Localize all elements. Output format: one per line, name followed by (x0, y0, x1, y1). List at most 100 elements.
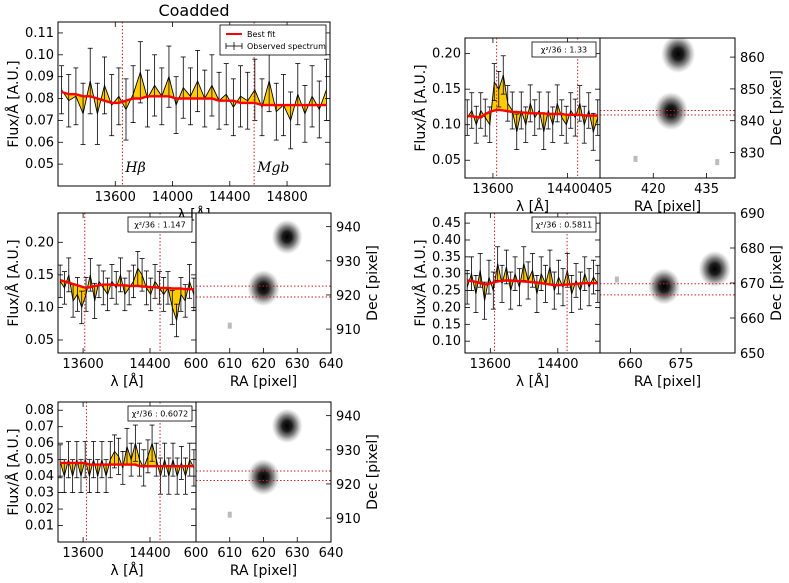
y-tick-label: 0.05 (432, 153, 461, 168)
dec-axis-label: Dec [pixel] (365, 434, 381, 510)
y-tick-label: 920 (336, 478, 361, 493)
legend-box (219, 24, 327, 56)
y-axis-label: Flux/Å [A.U.] (5, 60, 22, 147)
spectrum-panel-obj3: 13600 14400 0.10 0.15 0.200.25 0.30 0.35 0.40 0.… (412, 212, 601, 390)
image-frame (599, 37, 736, 179)
y-tick-label: 0.11 (25, 26, 54, 41)
x-tick-label: 13600 (95, 190, 136, 205)
y-axis-label: Flux/Å [A.U.] (412, 64, 429, 151)
y-tick-label: 0.01 (25, 519, 54, 534)
y-tick-label: 940 (336, 410, 361, 425)
ra-axis-label: RA [pixel] (634, 199, 701, 215)
residual-fill (467, 75, 598, 132)
x-tick-label: 640 (319, 546, 344, 561)
error-bar (323, 58, 329, 121)
image-panel: 660 675 650 660 670 680 690 RA [pixel] Dec [pixe… (599, 207, 785, 390)
y-tick-label: 660 (740, 312, 765, 327)
y-tick-label: 0.08 (25, 92, 54, 107)
x-tick-label: 14800 (266, 190, 307, 205)
best-fit-line (61, 90, 327, 107)
error-bar (595, 264, 600, 303)
y-tick-label: 0.09 (25, 70, 54, 85)
chi-square-box (531, 216, 597, 233)
plot-area (465, 213, 600, 353)
x-axis-label: λ [Å] (110, 373, 143, 390)
image-area (196, 402, 331, 542)
image-area (600, 213, 735, 353)
x-tick-label: 620 (251, 357, 276, 372)
x-tick-label: 13600 (472, 182, 513, 197)
x-tick-label: 610 (217, 546, 242, 561)
spectrum-panel-obj4: 13600 14400 0.01 0.020.03 0.040.05 0.060.07 0.… (5, 401, 197, 579)
y-tick-label: 860 (740, 51, 765, 66)
plot-area (58, 402, 196, 542)
y-tick-label: 910 (336, 512, 361, 527)
error-bar (465, 269, 470, 305)
x-tick-label: 405 (588, 182, 613, 197)
y-tick-label: 0.20 (25, 235, 54, 250)
source-blob (271, 218, 304, 255)
y-tick-label: 0.15 (432, 317, 461, 332)
y-tick-label: 0.02 (25, 502, 54, 517)
chi-square-label: χ²/36 : 1.33 (541, 46, 587, 55)
best-fit-line (467, 279, 598, 287)
x-tick-label: 640 (319, 357, 344, 372)
ra-axis-label: RA [pixel] (230, 563, 297, 579)
source-blob (660, 38, 696, 74)
x-tick-label: 620 (251, 546, 276, 561)
noise-pixel (227, 511, 232, 518)
observed-spectrum-line (466, 263, 599, 301)
image-area (600, 38, 735, 178)
image-panel: 600 610 620 630 640 910 920 930 940 RA [pixel] Dec… (184, 212, 381, 390)
residual-fill (61, 72, 327, 121)
x-tick-label: 14400 (537, 357, 578, 372)
y-tick-label: 0.25 (432, 284, 461, 299)
best-fit-line (59, 278, 194, 291)
noise-pixel (227, 322, 232, 329)
x-tick-label: 630 (285, 357, 310, 372)
y-tick-label: 0.05 (25, 157, 54, 172)
x-tick-label: 13600 (62, 546, 103, 561)
y-tick-label: 0.03 (25, 486, 54, 501)
image-panel: 405 420 435 830 840 850 860 RA [pixel] Dec [pixe… (588, 37, 785, 215)
spectrum-panel-obj1: 13600 14400 0.05 0.10 0.15 0.20 λ [Å] Flux/Å [A… (412, 37, 601, 215)
y-axis-label: Flux/Å [A.U.] (412, 239, 429, 326)
plot-area (465, 38, 600, 178)
best-fit-line (467, 108, 598, 119)
x-tick-label: 435 (694, 182, 719, 197)
image-area (196, 213, 331, 353)
axes-frame (57, 21, 331, 187)
best-fit-line (60, 461, 194, 468)
error-bar (465, 99, 470, 136)
axes-frame (57, 212, 197, 354)
x-tick-label: 14400 (547, 182, 588, 197)
x-tick-label: 675 (669, 357, 694, 372)
spectrum-panel-coadded: Hβ Mgb 13600 14000 14400 14800 0.05 0.06 0.07 0.0… (5, 1, 331, 223)
y-tick-label: 0.10 (25, 48, 54, 63)
chi-square-label: χ²/36 : 0.5811 (536, 221, 592, 230)
y-tick-label: 930 (336, 444, 361, 459)
source-blob (246, 458, 281, 497)
ra-axis-label: RA [pixel] (634, 374, 701, 390)
chi-square-label: χ²/36 : 1.147 (134, 221, 185, 230)
y-tick-label: 0.04 (25, 469, 54, 484)
line-marker-label: Hβ (124, 160, 145, 176)
y-tick-label: 0.10 (432, 334, 461, 349)
x-tick-label: 420 (641, 182, 666, 197)
source-blob (271, 407, 304, 444)
y-tick-label: 0.10 (25, 300, 54, 315)
y-tick-label: 920 (336, 289, 361, 304)
plot-area (59, 22, 329, 186)
plot-area (58, 213, 196, 353)
y-tick-label: 0.30 (432, 267, 461, 282)
y-tick-label: 0.20 (432, 47, 461, 62)
y-tick-label: 0.05 (25, 333, 54, 348)
x-axis-label: λ [Å] (110, 562, 143, 579)
dec-axis-label: Dec [pixel] (769, 245, 785, 321)
x-tick-label: 13600 (62, 357, 103, 372)
observed-spectrum-line (466, 74, 599, 134)
x-tick-label: 14400 (129, 546, 170, 561)
noise-pixel (715, 159, 720, 166)
x-axis-label: λ [Å] (516, 373, 549, 390)
y-tick-label: 0.15 (432, 82, 461, 97)
